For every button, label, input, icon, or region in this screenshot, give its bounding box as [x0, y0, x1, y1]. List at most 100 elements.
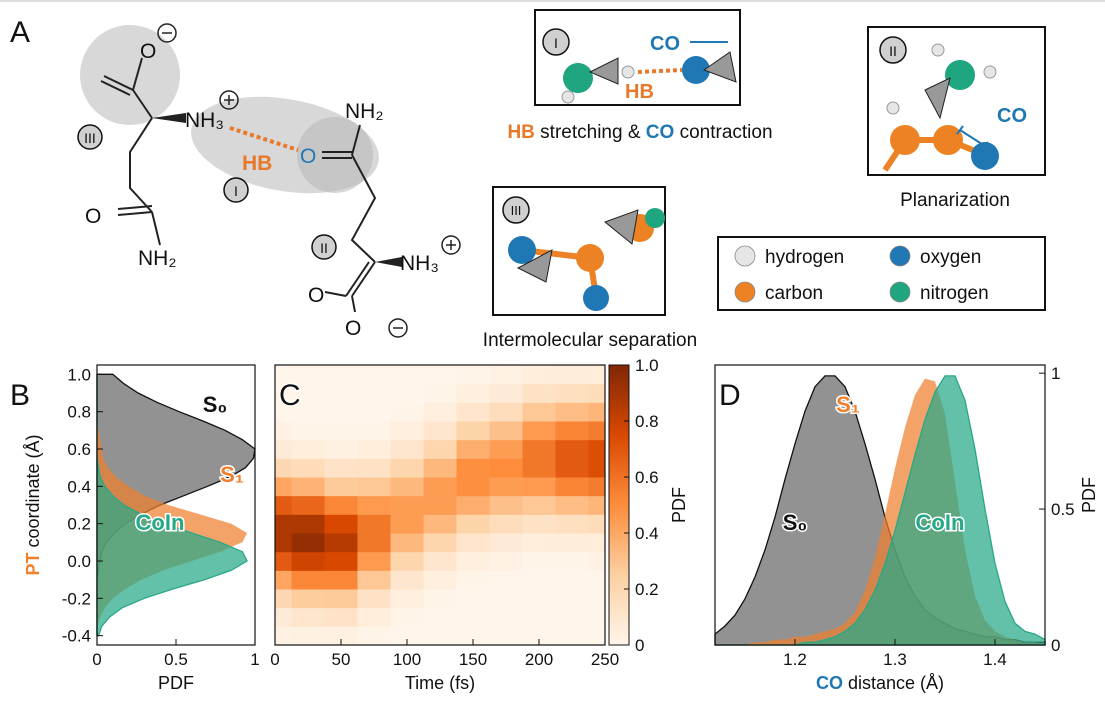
atom [576, 244, 604, 272]
heat-cell [358, 533, 392, 552]
caption-part: contraction [674, 122, 772, 143]
x-tick-label: 1 [250, 650, 259, 669]
y-tick-label: 0.6 [67, 440, 91, 459]
inset-caption: Intermolecular separation [483, 330, 697, 351]
heat-cell [556, 384, 590, 403]
heat-cell [325, 589, 359, 608]
series-label: S₀ [203, 392, 228, 417]
atom [890, 125, 920, 155]
x-axis-label-part: distance (Å) [843, 673, 944, 693]
heat-cell [391, 440, 425, 459]
heat-cell [523, 589, 557, 608]
atom [508, 236, 536, 264]
heat-cell [556, 608, 590, 627]
y2-tick-label: 0 [1051, 636, 1060, 655]
heat-cell [490, 570, 524, 589]
heat-cell [358, 384, 392, 403]
y2-tick-label: 1 [1051, 364, 1060, 383]
legend-label: oxygen [920, 247, 981, 268]
charge-plus [446, 240, 456, 250]
atom-label: NH₂ [138, 247, 176, 270]
heat-cell [325, 608, 359, 627]
heat-cell [556, 514, 590, 533]
y2-tick-label: 0.5 [1051, 500, 1075, 519]
heat-cell [358, 552, 392, 571]
heat-cell [292, 458, 326, 477]
inset-annotation: HB [625, 81, 654, 103]
atom [887, 102, 899, 114]
heat-cell [490, 365, 524, 384]
heat-cell [325, 421, 359, 440]
atom [563, 63, 593, 93]
region-label: II [320, 240, 328, 256]
heat-cell [490, 402, 524, 421]
heat-cell [523, 402, 557, 421]
heat-cell [556, 458, 590, 477]
heat-cell [523, 552, 557, 571]
panel-label: A [10, 16, 30, 49]
heat-cell [358, 496, 392, 515]
heat-cell [325, 533, 359, 552]
heat-cell [457, 533, 491, 552]
heat-cell [424, 533, 458, 552]
heat-cell [424, 402, 458, 421]
heat-cell [325, 570, 359, 589]
caption-part: Intermolecular separation [483, 330, 697, 351]
inset-caption: Planarization [900, 190, 1010, 211]
series-label: S₀ [783, 510, 808, 535]
heat-cell [523, 608, 557, 627]
heat-cell [490, 533, 524, 552]
colorbar-tick-label: 0.6 [635, 468, 659, 487]
x-axis-label: CO distance (Å) [816, 673, 944, 693]
heat-cell [490, 552, 524, 571]
heat-cell [490, 384, 524, 403]
heat-cell [358, 365, 392, 384]
chart: S₀S₁CoIn00.51-0.4-0.20.00.20.40.60.81.0P… [10, 365, 260, 693]
page: Figure html, body { margin: 0; padding: … [0, 0, 1105, 704]
caption-part: Planarization [900, 190, 1010, 211]
atom [645, 208, 665, 228]
y-axis-label-part: PT [23, 553, 43, 576]
x-tick-label: 50 [332, 650, 351, 669]
legend-marker [735, 282, 755, 302]
panel-label: C [279, 379, 301, 412]
colorbar-tick-label: 0.4 [635, 524, 659, 543]
colorbar-tick-label: 0 [635, 636, 644, 655]
heat-cell [325, 552, 359, 571]
inset-label: II [889, 43, 897, 59]
heat-cell [358, 608, 392, 627]
atom-label: O [300, 145, 316, 168]
y-axis-label-part: coordinate (Å) [23, 434, 43, 552]
heat-cell [457, 589, 491, 608]
heat-cell [424, 365, 458, 384]
heat-cell [325, 402, 359, 421]
heat-cell [325, 477, 359, 496]
heat-cell [424, 608, 458, 627]
atom [932, 44, 944, 56]
atom-label: O [140, 40, 156, 63]
x-tick-label: 200 [525, 650, 553, 669]
heat-cell [523, 496, 557, 515]
heat-cell [457, 365, 491, 384]
heat-cell [490, 477, 524, 496]
heat-cell [292, 608, 326, 627]
heat-cell [457, 440, 491, 459]
heat-cell [292, 626, 326, 645]
colorbar-tick-label: 0.2 [635, 580, 659, 599]
heat-cell [292, 440, 326, 459]
series-label: S₁ [836, 392, 860, 417]
panel-label: B [10, 379, 30, 412]
heat-cell [523, 458, 557, 477]
heat-cell [490, 608, 524, 627]
heat-cell [358, 421, 392, 440]
heat-cell [457, 477, 491, 496]
heat-cell [391, 402, 425, 421]
heat-cell [358, 440, 392, 459]
heat-cell [556, 533, 590, 552]
heat-cell [325, 458, 359, 477]
heat-cell [292, 421, 326, 440]
y-tick-label: 1.0 [67, 365, 91, 384]
legend-marker [890, 246, 910, 266]
heat-cell [391, 384, 425, 403]
heat-cell [457, 384, 491, 403]
